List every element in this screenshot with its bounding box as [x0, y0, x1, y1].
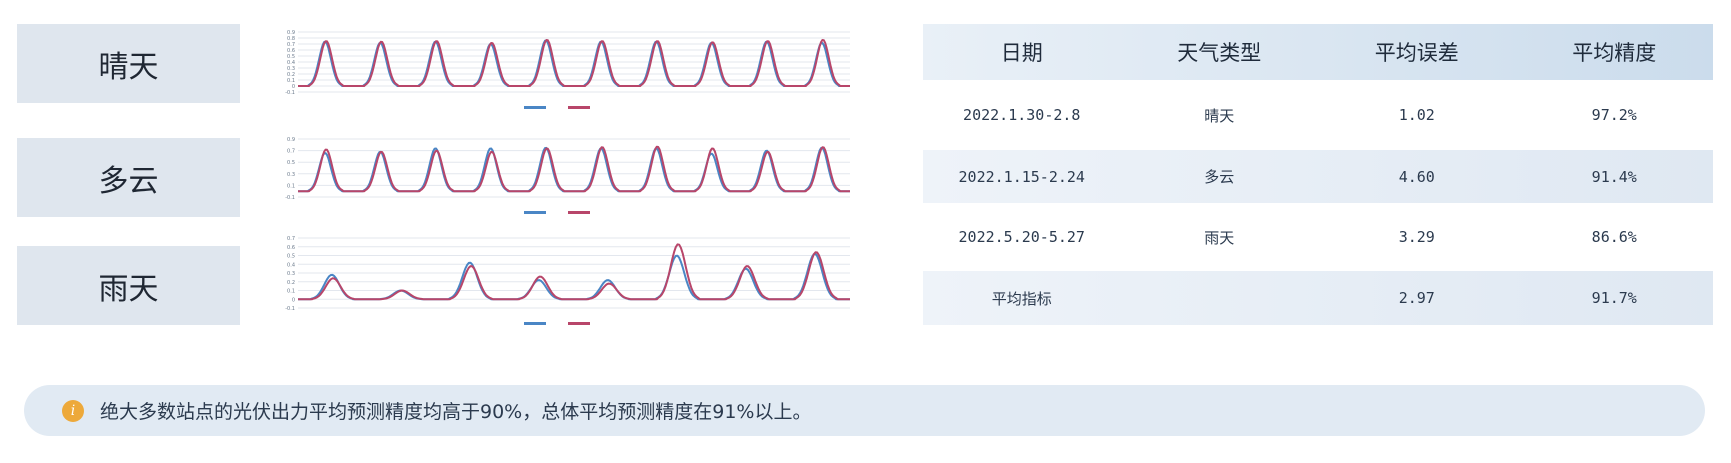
header-weather: 天气类型	[1177, 41, 1262, 65]
y-tick-label: 0.1	[287, 78, 295, 84]
y-tick-label: 0.6	[287, 245, 295, 251]
header-date: 日期	[1000, 41, 1043, 65]
chart-background	[272, 133, 856, 221]
table-row: 2022.1.30-2.8 晴天 1.02 97.2%	[923, 80, 1713, 150]
cell-date: 平均指标	[991, 289, 1052, 308]
cell-accuracy: 91.7%	[1591, 289, 1637, 307]
table-row-average: 平均指标 2.97 91.7%	[923, 271, 1713, 325]
y-tick-label: 0.7	[287, 236, 295, 242]
y-tick-label: -0.1	[285, 90, 295, 96]
y-tick-label: 0.5	[287, 160, 295, 166]
summary-text: 绝大多数站点的光伏出力平均预测精度均高于90%，总体平均预测精度在91%以上。	[100, 401, 812, 423]
y-tick-label: 0.6	[287, 48, 295, 54]
chart-sunny: -0.1 0 0.1 0.2 0.3 0.4 0.5 0.6 0.7 0.8 0.9	[272, 26, 856, 116]
y-tick-label: 0.1	[287, 183, 295, 189]
y-tick-label: 0.9	[287, 137, 295, 143]
y-tick-label: -0.1	[285, 306, 295, 312]
legend-swatch	[568, 106, 590, 109]
accuracy-table: 日期 天气类型 平均误差 平均精度 2022.1.30-2.8 晴天 1.02 …	[923, 24, 1713, 325]
cell-accuracy: 91.4%	[1591, 167, 1637, 186]
actual-series-line	[298, 39, 850, 87]
y-tick-label: 0.2	[287, 280, 295, 286]
actual-series-line	[298, 243, 850, 301]
y-tick-label: 0.4	[287, 262, 295, 268]
y-tick-label: 0.9	[287, 30, 295, 36]
table-row: 2022.1.15-2.24 多云 4.60 91.4%	[923, 150, 1713, 203]
cell-error: 1.02	[1398, 106, 1435, 124]
y-tick-label: 0.3	[287, 66, 295, 72]
y-tick-label: 0.2	[287, 72, 295, 78]
table-header: 日期 天气类型 平均误差 平均精度	[923, 24, 1713, 80]
cell-weather: 多云	[1204, 168, 1235, 186]
y-tick-label: 0.7	[287, 149, 295, 155]
y-tick-label: 0.5	[287, 254, 295, 260]
legend-swatch	[524, 106, 546, 109]
weather-label-sunny: 晴天	[17, 24, 240, 103]
actual-series-line	[298, 145, 850, 193]
y-tick-label: 0.8	[287, 36, 295, 42]
cell-weather: 雨天	[1204, 228, 1235, 247]
info-icon: i	[62, 399, 84, 422]
weather-label-rainy: 雨天	[17, 246, 240, 325]
header-avg-accuracy: 平均精度	[1572, 41, 1657, 65]
y-tick-label: 0.3	[287, 172, 295, 178]
y-tick-label: 0.7	[287, 42, 295, 48]
header-avg-error: 平均误差	[1374, 41, 1459, 65]
summary-banner: i 绝大多数站点的光伏出力平均预测精度均高于90%，总体平均预测精度在91%以上…	[24, 385, 1705, 436]
legend-swatch	[568, 211, 590, 214]
cell-date: 2022.1.30-2.8	[963, 106, 1081, 124]
y-tick-label: 0.4	[287, 60, 295, 66]
y-tick-label: 0.5	[287, 54, 295, 60]
cell-error: 3.29	[1398, 228, 1435, 246]
chart-background	[272, 26, 856, 116]
cell-date: 2022.1.15-2.24	[958, 167, 1085, 186]
legend-swatch	[524, 211, 546, 214]
cell-weather: 晴天	[1204, 106, 1235, 125]
cell-error: 2.97	[1398, 289, 1435, 307]
cell-date: 2022.5.20-5.27	[958, 228, 1085, 246]
cell-accuracy: 86.6%	[1591, 228, 1637, 246]
chart-cloudy: -0.1 0.1 0.3 0.5 0.7 0.9	[272, 133, 856, 221]
cell-error: 4.60	[1398, 167, 1435, 186]
y-tick-label: 0	[292, 297, 295, 303]
chart-rainy: -0.1 0 0.1 0.2 0.3 0.4 0.5 0.6 0.7	[272, 232, 856, 332]
legend-swatch	[524, 322, 546, 325]
cell-accuracy: 97.2%	[1591, 106, 1637, 124]
y-tick-label: 0	[292, 84, 295, 90]
y-tick-label: 0.1	[287, 289, 295, 295]
y-tick-label: 0.3	[287, 271, 295, 277]
table-row: 2022.5.20-5.27 雨天 3.29 86.6%	[923, 203, 1713, 271]
legend-swatch	[568, 322, 590, 325]
y-tick-label: -0.1	[285, 195, 295, 201]
weather-label-cloudy: 多云	[17, 138, 240, 217]
